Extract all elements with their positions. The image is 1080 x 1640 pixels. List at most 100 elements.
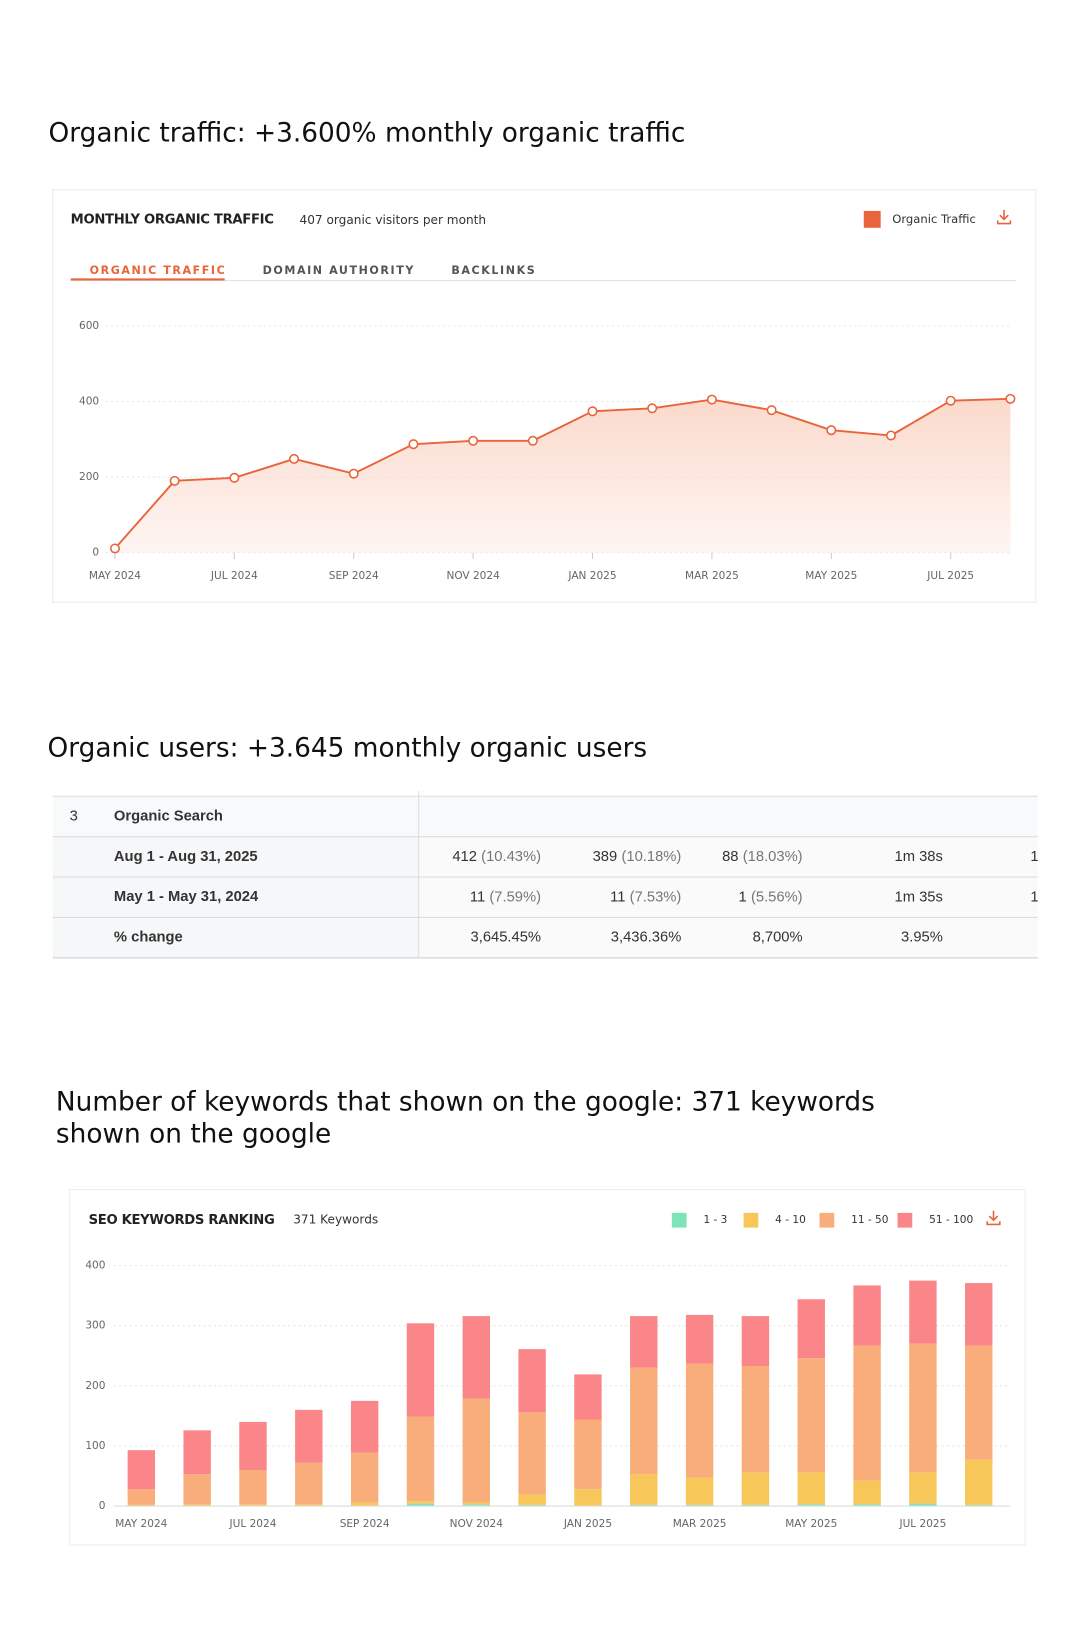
plot: 0 200 400 600 MAY 2024 JUL 2024 SEP 2024 NOV 20… [79,210,1016,582]
section-heading: Number of keywords that shown on the goo… [56,1088,875,1118]
bar-segment [462,1316,491,1399]
x-tick-label: JAN 2025 [563,1518,612,1530]
cell-value: 1 [1030,889,1038,905]
cell-value: 1m 35s [895,889,943,905]
x-tick-label: MAR 2025 [673,1518,727,1530]
bar-segment [127,1504,156,1507]
x-tick-label: MAR 2025 [685,570,739,582]
x-tick-label: JAN 2025 [567,570,616,582]
cell-share: (5.56%) [751,889,803,905]
row-label: May 1 - May 31, 2024 [114,889,259,905]
cell-value: 1m 38s [895,849,943,865]
x-tick-label: MAY 2025 [805,570,857,582]
point [587,406,598,417]
cell-share: (10.43%) [481,849,541,865]
bar-segment [239,1504,267,1507]
x-tick-label: SEP 2024 [340,1518,390,1530]
x-tick-label: JUL 2025 [926,570,974,582]
bar-segment [406,1501,435,1504]
bar-segment [741,1316,770,1366]
bar-segment [965,1283,993,1346]
x-tick-label: JUL 2024 [229,1518,277,1530]
bar-segment [909,1343,937,1473]
cell-value: 1 [739,889,747,905]
legend-label: 4 - 10 [775,1214,806,1226]
line [114,397,1011,550]
bar-segment [853,1480,881,1505]
bar-segment [853,1504,881,1507]
point [1005,393,1016,404]
group-index: 3 [70,808,78,824]
y-tick-label: 0 [99,1500,106,1512]
bar-segment [965,1459,993,1505]
bar-segment [350,1502,379,1506]
cell: 88 (18.03%) [722,849,802,865]
row-label: % change [114,930,183,946]
bar-segment [518,1504,546,1507]
point [408,439,419,450]
bar-segment [685,1504,714,1507]
legend-label: 1 - 3 [703,1214,727,1226]
bar-segment [239,1469,267,1505]
download-icon[interactable] [986,1210,1001,1226]
bar-segment [295,1462,323,1505]
row-bg [418,877,1038,918]
cell-share: (7.53%) [630,889,682,905]
legend-swatch [743,1212,759,1228]
bar-segment [406,1503,435,1507]
y-tick-label: 300 [85,1320,105,1332]
tab[interactable]: DOMAIN AUTHORITY [263,264,415,277]
x-tick-label: SEP 2024 [329,570,379,582]
section-heading: Organic traffic: +3.600% monthly organic… [49,118,686,148]
legend-label: 11 - 50 [851,1214,888,1226]
row-bg [418,917,1038,958]
cell: 3,436.36% [611,930,682,946]
cell: 412 (10.43%) [452,849,541,865]
cell: 1 [1030,889,1038,905]
chart-title: SEO KEYWORDS RANKING [89,1213,275,1228]
cell-value: 11 [610,889,625,905]
cell-value: 412 [452,849,477,865]
bar-segment [295,1409,323,1463]
cell-value: 88 [722,849,738,865]
bar-segment [462,1398,491,1503]
bar-segment [685,1477,714,1505]
bar-segment [183,1430,211,1475]
cell: 3.95% [901,930,943,946]
plot: 0 100 200 300 400 MAY 2024 JUL 2024 SEP 2024 NOV… [85,1212,1011,1530]
point [289,453,300,464]
cell: 389 (10.18%) [593,849,682,865]
y-tick-label: 200 [79,471,99,483]
point [468,435,479,446]
tab[interactable]: ORGANIC TRAFFIC [90,264,227,277]
bar-segment [350,1452,379,1503]
chart-subtitle: 407 organic visitors per month [300,213,487,227]
download-icon[interactable] [996,209,1012,225]
bar-segment [518,1349,546,1413]
cell-share: (10.18%) [621,849,681,865]
point [647,403,658,414]
y-tick-label: 600 [79,320,99,332]
bar-segment [127,1489,156,1505]
point [885,430,897,441]
cell: 11 (7.53%) [610,889,681,905]
cell-value: 3.95% [901,930,943,946]
bar-segment [462,1502,491,1505]
bar-segment [406,1416,435,1502]
legend-label: Organic Traffic [892,212,976,226]
table-header-bg [52,796,1038,837]
cell-value: 3,645.45% [471,930,542,946]
cell-value: 8,700% [753,930,803,946]
point [169,475,180,486]
bar-segment [741,1365,770,1473]
bar-segment [239,1421,267,1470]
tab[interactable]: BACKLINKS [451,264,536,277]
section-heading: shown on the google [56,1119,331,1149]
chart-title: MONTHLY ORGANIC TRAFFIC [71,212,274,227]
x-tick-label: MAY 2024 [115,1518,167,1530]
cell: 1 [1030,849,1038,865]
y-tick-label: 0 [92,547,99,559]
bar-segment [183,1474,211,1505]
cell: 1 (5.56%) [739,889,803,905]
y-tick-label: 100 [85,1440,105,1452]
